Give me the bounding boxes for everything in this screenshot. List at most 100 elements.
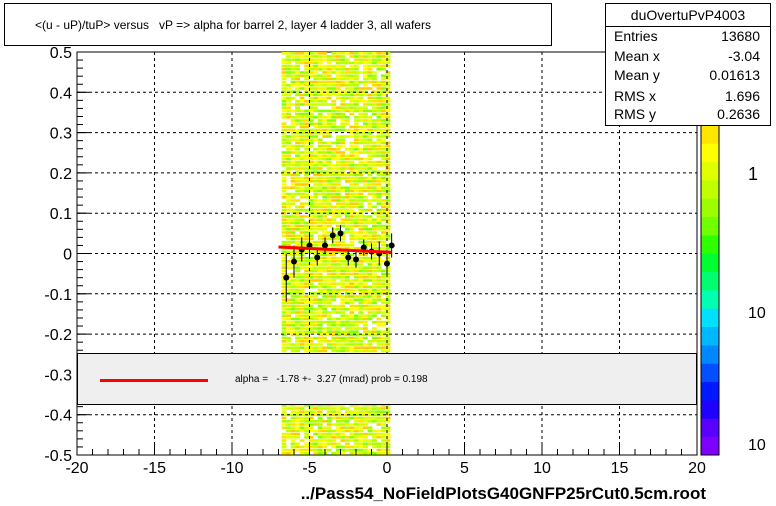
heatmap-cell bbox=[308, 228, 314, 231]
heatmap-cell bbox=[304, 180, 310, 183]
heatmap-cell bbox=[385, 237, 391, 241]
heatmap-cell bbox=[313, 423, 319, 426]
heatmap-cell bbox=[362, 208, 368, 212]
heatmap-cell bbox=[372, 404, 377, 407]
heatmap-cell bbox=[326, 423, 332, 426]
heatmap-cell bbox=[367, 74, 373, 77]
heatmap-cell bbox=[281, 285, 287, 289]
heatmap-cell bbox=[335, 90, 341, 93]
heatmap-cell bbox=[344, 202, 350, 205]
heatmap-cell bbox=[326, 404, 332, 407]
heatmap-cell bbox=[344, 80, 350, 84]
heatmap-cell bbox=[372, 122, 377, 125]
heatmap-cell bbox=[299, 218, 305, 221]
heatmap-cell bbox=[344, 90, 350, 93]
heatmap-cell bbox=[308, 298, 314, 301]
heatmap-cell bbox=[317, 346, 323, 349]
heatmap-cell bbox=[281, 234, 287, 237]
heatmap-cell bbox=[344, 218, 350, 221]
heatmap-cell bbox=[331, 128, 337, 132]
heatmap-cell bbox=[295, 311, 300, 314]
heatmap-cell bbox=[304, 74, 310, 77]
heatmap-cell bbox=[304, 250, 310, 253]
heatmap-cell bbox=[385, 320, 391, 324]
heatmap-cell bbox=[362, 336, 368, 340]
heatmap-cell bbox=[367, 93, 373, 97]
heatmap-cell bbox=[317, 205, 323, 209]
heatmap-cell bbox=[340, 116, 346, 119]
heatmap-cell bbox=[317, 260, 323, 263]
heatmap-cell bbox=[299, 333, 305, 337]
heatmap-cell bbox=[326, 279, 332, 282]
heatmap-cell bbox=[367, 218, 373, 221]
heatmap-cell bbox=[335, 192, 341, 196]
heatmap-cell bbox=[381, 64, 386, 68]
heatmap-cell bbox=[349, 272, 355, 276]
heatmap-cell bbox=[299, 228, 305, 231]
heatmap-cell bbox=[308, 90, 314, 93]
heatmap-cell bbox=[335, 135, 341, 138]
heatmap-cell bbox=[381, 160, 386, 164]
heatmap-cell bbox=[358, 304, 364, 308]
heatmap-cell bbox=[362, 183, 368, 186]
heatmap-cell bbox=[290, 224, 296, 228]
heatmap-cell bbox=[326, 266, 332, 269]
heatmap-cell bbox=[353, 420, 359, 423]
heatmap-cell bbox=[385, 311, 391, 314]
heatmap-cell bbox=[353, 346, 359, 349]
heatmap-cell bbox=[313, 151, 319, 154]
heatmap-cell bbox=[308, 176, 314, 180]
heatmap-cell bbox=[295, 138, 300, 141]
heatmap-cell bbox=[281, 314, 287, 317]
heatmap-cell bbox=[308, 442, 314, 445]
heatmap-cell bbox=[349, 340, 355, 343]
heatmap-cell bbox=[290, 164, 296, 167]
heatmap-cell bbox=[304, 183, 310, 186]
heatmap-cell bbox=[313, 452, 319, 455]
heatmap-cell bbox=[322, 256, 328, 260]
heatmap-cell bbox=[286, 404, 291, 407]
heatmap-cell bbox=[326, 96, 332, 100]
heatmap-cell bbox=[308, 208, 314, 212]
heatmap-cell bbox=[362, 442, 368, 445]
heatmap-cell bbox=[344, 295, 350, 298]
heatmap-cell bbox=[367, 343, 373, 346]
heatmap-cell bbox=[313, 199, 319, 202]
heatmap-cell bbox=[349, 192, 355, 196]
heatmap-cell bbox=[362, 157, 368, 161]
heatmap-cell bbox=[308, 196, 314, 199]
heatmap-cell bbox=[281, 80, 287, 84]
heatmap-cell bbox=[385, 55, 391, 58]
heatmap-cell bbox=[317, 64, 323, 68]
heatmap-cell bbox=[362, 100, 368, 103]
heatmap-cell bbox=[381, 180, 386, 183]
x-tick-label: 5 bbox=[460, 460, 469, 477]
heatmap-cell bbox=[281, 279, 287, 282]
heatmap-cell bbox=[304, 256, 310, 260]
heatmap-cell bbox=[349, 292, 355, 295]
heatmap-cell bbox=[349, 295, 355, 298]
heatmap-cell bbox=[281, 324, 287, 327]
heatmap-cell bbox=[286, 250, 291, 253]
heatmap-cell bbox=[322, 173, 328, 177]
heatmap-cell bbox=[313, 90, 319, 93]
heatmap-cell bbox=[308, 221, 314, 225]
heatmap-cell bbox=[322, 333, 328, 337]
heatmap-cell bbox=[353, 90, 359, 93]
heatmap-cell bbox=[381, 244, 386, 247]
heatmap-cell bbox=[367, 173, 373, 177]
heatmap-cell bbox=[376, 151, 382, 154]
heatmap-cell bbox=[376, 90, 382, 93]
heatmap-cell bbox=[331, 208, 337, 212]
heatmap-cell bbox=[331, 292, 337, 295]
heatmap-cell bbox=[362, 237, 368, 241]
heatmap-cell bbox=[376, 282, 382, 285]
heatmap-cell bbox=[358, 452, 364, 455]
heatmap-cell bbox=[326, 208, 332, 212]
heatmap-cell bbox=[295, 314, 300, 317]
heatmap-cell bbox=[381, 100, 386, 103]
colorbar-segment bbox=[701, 216, 719, 236]
heatmap-cell bbox=[304, 109, 310, 113]
heatmap-cell bbox=[304, 186, 310, 189]
heatmap-cell bbox=[385, 186, 391, 189]
